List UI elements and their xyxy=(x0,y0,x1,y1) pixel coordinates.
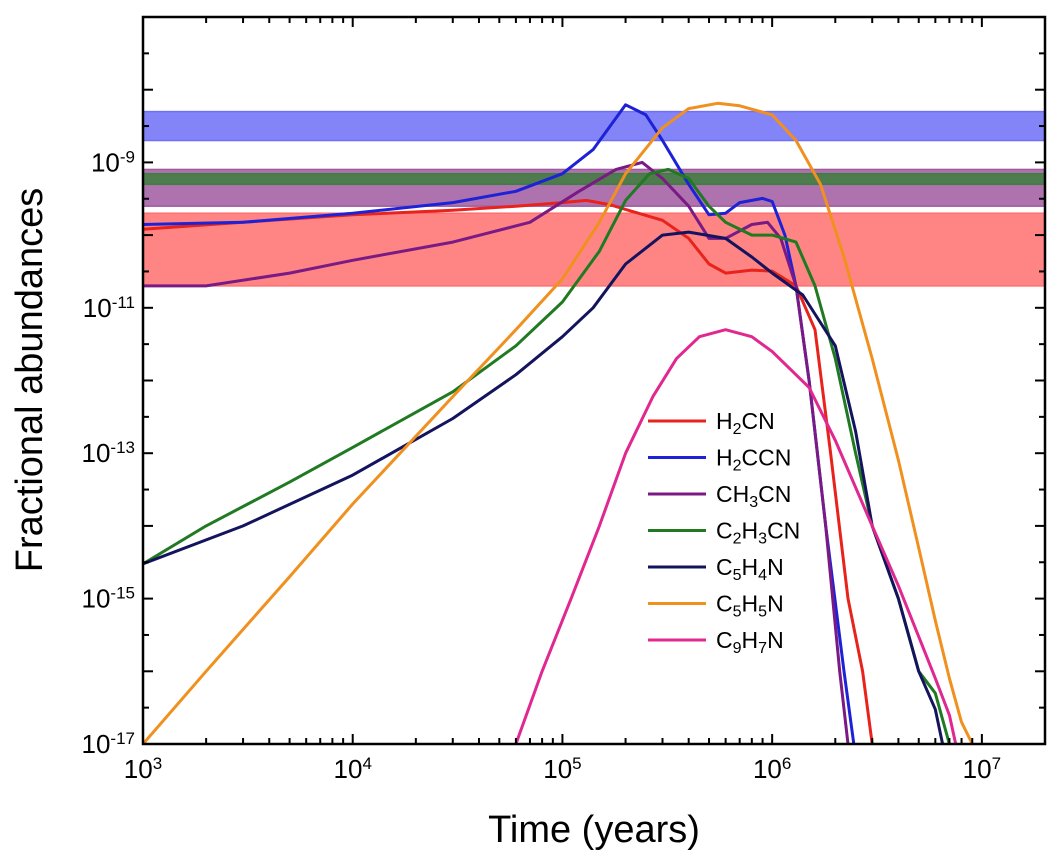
y-tick-label: 10-17 xyxy=(82,729,136,760)
y-tick-label: 10-15 xyxy=(82,583,136,614)
y-axis-title: Fractional abundances xyxy=(9,188,51,572)
legend-label-0: H2CN xyxy=(716,408,775,438)
series-line-5 xyxy=(143,101,974,744)
x-tick-label: 107 xyxy=(963,754,1001,785)
legend-label-3: C2H3CN xyxy=(716,518,800,548)
y-tick-label: 10-11 xyxy=(83,292,135,323)
x-tick-label: 105 xyxy=(543,754,581,785)
legend: H2CN H2CCN CH3CN C2H3CN C5H4N C5H5N C9H7N xyxy=(648,408,800,657)
legend-label-1: H2CCN xyxy=(716,445,791,475)
x-tick-label: 106 xyxy=(753,754,791,785)
band-0 xyxy=(143,110,1045,142)
series-line-0 xyxy=(143,198,874,744)
legend-label-6: C9H7N xyxy=(716,627,784,657)
y-tick-label: 10-9 xyxy=(91,147,135,178)
series-line-2 xyxy=(143,160,850,744)
x-axis: 103 104 105 106 107 xyxy=(124,17,1046,785)
x-tick-label: 103 xyxy=(124,754,162,785)
observed-range-bands xyxy=(143,110,1045,287)
band-2 xyxy=(143,172,1045,186)
legend-label-5: C5H5N xyxy=(716,591,784,621)
legend-label-4: C5H4N xyxy=(716,554,784,584)
legend-label-2: CH3CN xyxy=(716,481,791,511)
series-line-4 xyxy=(143,230,945,744)
y-tick-label: 10-13 xyxy=(82,438,136,469)
series-lines xyxy=(143,101,974,744)
series-line-6 xyxy=(514,328,958,744)
x-axis-title: Time (years) xyxy=(488,809,700,851)
x-tick-label: 104 xyxy=(334,754,372,785)
y-axis: 10-17 10-15 10-13 10-11 10-9 xyxy=(82,16,1045,760)
